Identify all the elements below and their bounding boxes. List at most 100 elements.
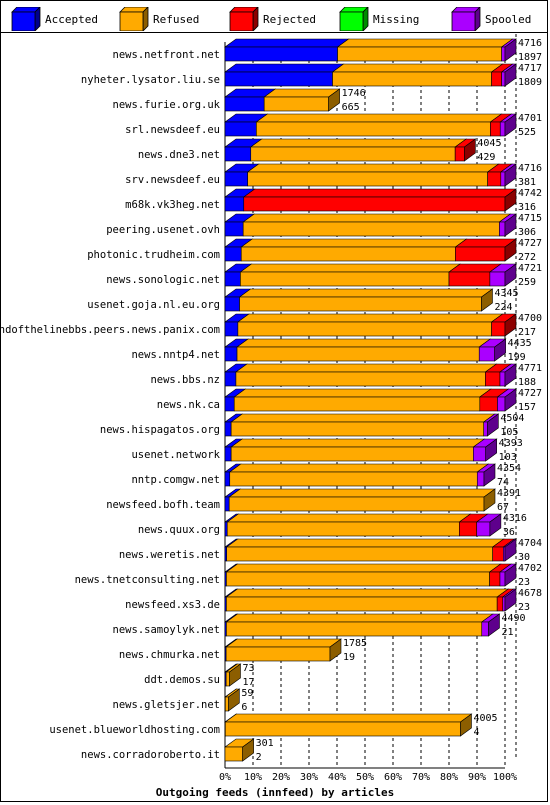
bar-segment-refused-top — [240, 238, 468, 248]
bar-end-face — [504, 213, 517, 237]
host-label: endofthelinebbs.peers.news.panix.com — [0, 324, 220, 336]
total-label: 1746 — [342, 88, 366, 99]
bar-segment-accepted — [224, 71, 333, 87]
total-label: 4504 — [500, 413, 524, 424]
bar-segment-spooled — [489, 271, 506, 287]
bar-segment-refused — [224, 721, 461, 737]
legend-swatch-spooled — [451, 7, 481, 31]
total-label: 4700 — [518, 313, 542, 324]
bar-row: news.weretis.net 4704 30 — [119, 538, 542, 563]
bar-end-face — [504, 113, 517, 137]
bar-end-face — [483, 463, 496, 487]
legend-swatch-refused — [119, 7, 149, 31]
total-label: 4721 — [518, 263, 542, 274]
bar-segment-refused — [240, 271, 450, 287]
legend-swatch-rejected — [229, 7, 259, 31]
bar-end-face — [329, 638, 342, 662]
bar-segment-refused-top — [228, 463, 490, 473]
x-tick-label: 90% — [468, 772, 486, 783]
bar-row: usenet.network 4393 103 — [131, 438, 522, 463]
bar-end-face — [228, 688, 240, 712]
bar-row: usenet.goja.nl.eu.org 4345 224 — [87, 288, 518, 313]
bar-segment-accepted — [224, 321, 239, 337]
x-tick-label: 40% — [328, 772, 346, 783]
bar-row: news.samoylyk.net 4490 21 — [113, 613, 526, 638]
total-label: 4393 — [499, 438, 523, 449]
bar-end-face — [485, 438, 497, 462]
accepted-label: 21 — [501, 627, 513, 638]
bar-end-face — [487, 413, 499, 437]
host-label: news.samoylyk.net — [113, 624, 220, 636]
host-label: nyheter.lysator.liu.se — [81, 74, 220, 86]
host-label: usenet.goja.nl.eu.org — [87, 299, 220, 311]
bar-segment-refused — [250, 146, 456, 162]
bar-segment-rejected — [492, 546, 504, 562]
host-label: news.gletsjer.net — [113, 699, 220, 711]
x-tick-label: 10% — [244, 772, 262, 783]
bar-segment-accepted — [224, 471, 231, 487]
bar-segment-refused-top — [236, 338, 492, 348]
bar-segment-refused — [224, 696, 229, 712]
bar-segment-rejected — [455, 246, 506, 262]
bar-end-face — [504, 263, 517, 287]
host-label: srl.newsdeef.eu — [125, 124, 220, 136]
bar-segment-refused-top — [246, 163, 500, 173]
accepted-label: 199 — [508, 352, 526, 363]
accepted-label: 2 — [256, 752, 262, 763]
total-label: 4742 — [518, 188, 542, 199]
bar-segment-accepted-top — [224, 38, 350, 48]
bar-end-face — [504, 363, 517, 387]
bar-segment-rejected — [459, 521, 478, 537]
legend-label-refused: Refused — [153, 13, 200, 26]
bar-row: news.hispagatos.org 4504 105 — [100, 413, 525, 438]
host-label: news.tnetconsulting.net — [75, 574, 220, 586]
bar-segment-refused-top — [230, 413, 496, 423]
bar-segment-refused — [230, 446, 474, 462]
accepted-label: 306 — [518, 227, 536, 238]
x-tick-label: 50% — [356, 772, 374, 783]
bar-segment-spooled — [500, 171, 506, 187]
x-axis-label: Outgoing feeds (innfeed) by articles — [156, 786, 394, 799]
bar-segment-accepted — [224, 421, 232, 437]
x-tick-label: 100% — [493, 772, 517, 783]
bar-segment-accepted — [224, 296, 240, 312]
bar-row: news.tnetconsulting.net 4702 23 — [75, 563, 543, 588]
bar-end-face — [483, 488, 496, 512]
bar-segment-refused — [225, 671, 230, 687]
bar-segment-refused-top — [230, 438, 486, 448]
chart-legend: Accepted Refused Rejected Missing Sp — [0, 0, 548, 33]
bar-segment-rejected — [490, 121, 501, 137]
accepted-label: 6 — [241, 702, 247, 713]
total-label: 4716 — [518, 38, 542, 49]
bar-segment-spooled — [502, 596, 506, 612]
bar-end-face — [504, 188, 517, 212]
bar-segment-refused — [237, 321, 492, 337]
accepted-label: 272 — [518, 252, 536, 263]
bar-end-face — [481, 288, 493, 312]
legend-swatch-missing — [339, 7, 369, 31]
bar-row: m68k.vk3heg.net 4742 316 — [125, 188, 542, 213]
bar-end-face — [328, 88, 340, 112]
bar-segment-refused — [235, 371, 486, 387]
bar-segment-refused-top — [236, 313, 504, 323]
bar-segment-refused — [224, 746, 243, 762]
legend-swatch-accepted — [11, 7, 41, 31]
host-label: m68k.vk3heg.net — [125, 199, 220, 211]
bar-end-face — [504, 63, 517, 87]
bar-segment-accepted — [224, 146, 252, 162]
bar-end-face — [464, 138, 476, 162]
total-label: 4727 — [518, 238, 542, 249]
bar-segment-spooled — [501, 46, 506, 62]
host-label: usenet.network — [131, 449, 220, 461]
accepted-label: 4 — [473, 727, 479, 738]
total-label: 59 — [241, 688, 253, 699]
bar-segment-refused — [240, 246, 456, 262]
accepted-label: 217 — [518, 327, 536, 338]
bar-segment-accepted — [224, 121, 257, 137]
host-label: news.nk.ca — [157, 399, 220, 411]
host-label: news.furie.org.uk — [113, 99, 221, 111]
total-label: 4490 — [501, 613, 525, 624]
bar-end-face — [494, 338, 506, 362]
bar-segment-accepted — [224, 496, 230, 512]
accepted-label: 525 — [518, 127, 536, 138]
